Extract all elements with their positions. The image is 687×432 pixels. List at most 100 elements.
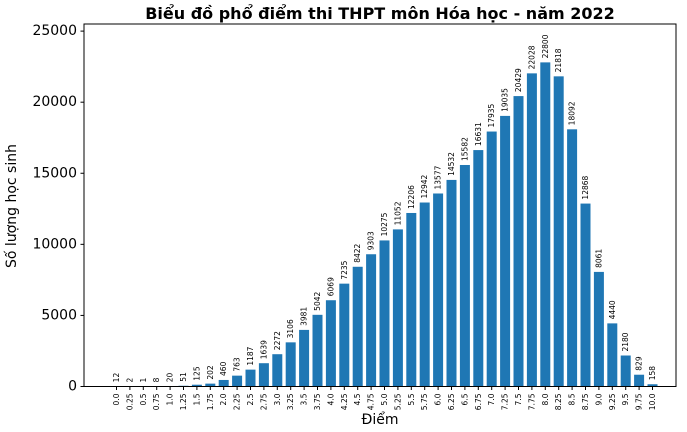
x-tick-label: 8.0 [541,393,550,405]
x-tick-label: 5.5 [407,393,416,405]
y-tick-label: 15000 [32,165,77,181]
x-tick-label: 9.75 [635,393,644,410]
x-tick-label: 4.0 [326,393,335,405]
x-tick-label: 7.5 [514,393,523,405]
bar-value-label: 2 [125,377,134,382]
bar-value-label: 20 [166,372,175,382]
bar [232,375,243,387]
bar [218,379,229,387]
x-tick-label: 4.75 [367,393,376,410]
bar-value-label: 7235 [340,260,349,279]
x-tick-label: 0.25 [125,393,134,410]
bar-value-label: 19035 [501,88,510,112]
bar-value-label: 18092 [568,101,577,125]
x-tick-label: 4.5 [353,393,362,405]
x-tick-label: 6.75 [474,393,483,410]
bar [312,314,323,387]
bar [272,354,283,387]
bar [339,283,350,387]
bar-value-label: 13577 [434,165,443,189]
x-tick-label: 7.75 [527,393,536,410]
bar [446,179,457,387]
bar-value-label: 2272 [273,331,282,350]
x-tick-label: 3.25 [286,393,295,410]
bar-value-label: 12868 [581,175,590,199]
x-tick-label: 6.25 [447,393,456,410]
y-tick-label: 25000 [32,23,77,39]
bar [419,202,430,387]
x-tick-label: 0.5 [139,393,148,405]
bar-value-label: 16631 [474,122,483,146]
bar-value-label: 12942 [420,174,429,198]
bar-value-label: 9303 [367,231,376,250]
bar-value-label: 763 [233,357,242,372]
x-tick-label: 3.0 [273,393,282,405]
bar-value-label: 11052 [393,201,402,225]
bar [580,203,591,387]
bar [607,323,618,387]
bar [553,76,564,387]
bar [459,164,470,387]
bar-value-label: 22800 [541,34,550,58]
x-tick-label: 8.75 [581,393,590,410]
bar [647,384,658,387]
x-tick-label: 3.75 [313,393,322,410]
bar-value-label: 2180 [621,332,630,351]
x-tick-label: 7.25 [501,393,510,410]
bar [299,329,310,387]
bar-value-label: 10275 [380,212,389,236]
bar-value-label: 202 [206,365,215,380]
bar [191,384,202,387]
bar-value-label: 8 [152,377,161,382]
bar [379,240,390,387]
bar-value-label: 829 [635,356,644,371]
bar [205,383,216,387]
y-axis-label: Số lượng học sinh [3,144,20,268]
bar [513,96,524,387]
bar [258,363,269,387]
x-tick-label: 4.25 [340,393,349,410]
bar [433,193,444,387]
x-tick-label: 1.0 [166,393,175,405]
bar-value-label: 4440 [608,300,617,319]
bar-value-label: 22028 [527,45,536,69]
bar-value-label: 1639 [259,340,268,359]
x-tick-label: 0.75 [152,393,161,410]
bar-value-label: 5042 [313,292,322,311]
bar-value-label: 15582 [460,137,469,161]
x-tick-label: 8.5 [568,393,577,405]
x-tick-label: 10.0 [648,393,657,410]
x-tick-label: 1.75 [206,393,215,410]
chart-title: Biểu đồ phổ điểm thi THPT môn Hóa học - … [145,4,615,23]
bar-value-label: 1187 [246,346,255,365]
bar-value-label: 20429 [514,68,523,92]
x-tick-label: 9.5 [621,393,630,405]
bar [593,271,604,387]
bar [620,355,631,387]
bar-value-label: 1 [139,377,148,382]
bar-value-label: 6069 [326,277,335,296]
bar [634,374,645,387]
bar-value-label: 12 [112,373,121,383]
x-tick-label: 2.25 [233,393,242,410]
bar-value-label: 125 [192,366,201,381]
bar-value-label: 14532 [447,152,456,176]
bar-value-label: 21818 [554,48,563,72]
x-tick-label: 9.25 [608,393,617,410]
bar-value-label: 17935 [487,103,496,127]
x-tick-label: 5.75 [420,393,429,410]
x-tick-label: 5.25 [393,393,402,410]
bar [540,62,551,387]
bar [567,129,578,387]
bar-value-label: 8422 [353,243,362,262]
bar-value-label: 3106 [286,319,295,338]
bar [245,369,256,387]
plot-area: 12 0.0 2 0.25 1 0.5 8 0.75 20 1.0 51 1.25 125 1.5 202 1… [32,23,677,410]
bar [500,115,511,387]
bar [392,229,403,387]
y-tick-label: 20000 [32,94,77,110]
x-tick-label: 5.0 [380,393,389,405]
x-tick-label: 3.5 [300,393,309,405]
